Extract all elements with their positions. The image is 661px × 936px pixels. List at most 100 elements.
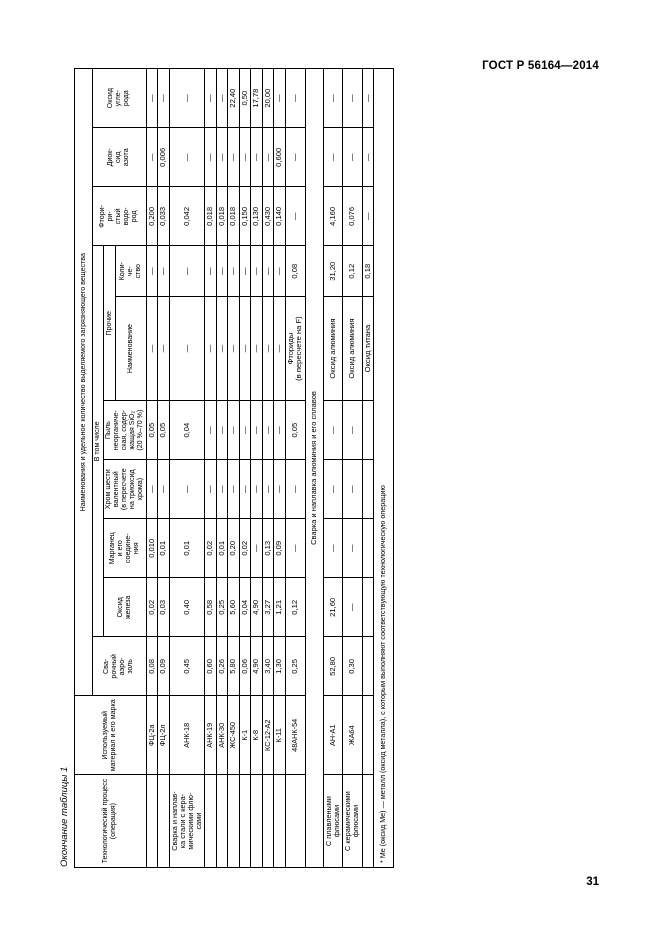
cell-welding-aerosol: 0,30 <box>342 636 362 696</box>
cell-fluoride: — <box>362 186 374 246</box>
cell-fluoride: 0,076 <box>342 186 362 246</box>
table-section-label: Сварка и наплавка алюминия и его сплавов <box>305 68 324 868</box>
cell-fluoride: 0,018 <box>216 186 228 246</box>
cell-iron-oxide: 4,90 <box>250 577 263 637</box>
cell-other-qty: — <box>216 245 228 297</box>
cell-manganese <box>362 518 374 578</box>
cell-material: К-8 <box>250 695 263 775</box>
cell-manganese: 0,09 <box>273 518 286 578</box>
table-body: ФЦ-2а 0,08 0,02 0,010—0,05— —0,200— — ФЦ-2л 0,0… <box>146 68 394 868</box>
cell-material: АНК-30 <box>216 695 228 775</box>
cell-carbon-oxide: 17,78 <box>250 68 263 128</box>
cell-other-name: — <box>250 296 263 401</box>
cell-process <box>362 774 374 868</box>
cell-nitrogen-dioxide: — <box>204 127 217 187</box>
cell-nitrogen-dioxide: — <box>169 127 205 187</box>
cell-iron-oxide: — <box>342 577 362 637</box>
cell-other-qty: — <box>262 245 274 297</box>
table-row: КС-12-А2 3,40 3,27 0,13— — — —0,430—20,00 <box>262 68 274 868</box>
header-group-title: Наименования и удельное количество выдел… <box>74 68 93 696</box>
table-row: АНК-30 0,26 0,25 0,01— — — —0,018— — <box>216 68 228 868</box>
cell-carbon-oxide: 20,00 <box>262 68 274 128</box>
cell-manganese: 0,20 <box>227 518 240 578</box>
cell-process <box>146 774 158 868</box>
cell-fluoride: 0,018 <box>204 186 217 246</box>
cell-dust: 0,04 <box>169 400 205 460</box>
cell-dust: — <box>323 400 343 460</box>
cell-welding-aerosol: 0,08 <box>146 636 158 696</box>
cell-other-qty: — <box>169 245 205 297</box>
cell-iron-oxide: 0,02 <box>146 577 158 637</box>
cell-other-name: — <box>169 296 205 401</box>
cell-iron-oxide <box>362 577 374 637</box>
cell-process <box>285 774 306 868</box>
table-row: ЖС-450 5,80 5,60 0,20— — — —0,018—22,40 <box>227 68 240 868</box>
cell-other-qty: 0,18 <box>362 245 374 297</box>
table-row: С керамическими флюсами ЖА64 0,30— — — — Оксид… <box>342 68 362 868</box>
cell-manganese: 0,01 <box>169 518 205 578</box>
table-row: Сварка и наплав- ка стали с кера- мическ… <box>169 68 205 868</box>
table-footnote-row: * Me (оксид Me) — металл (оксид металла)… <box>373 68 394 868</box>
cell-dust <box>362 400 374 460</box>
cell-process <box>204 774 217 868</box>
cell-iron-oxide: 0,03 <box>157 577 170 637</box>
cell-fluoride: 0,150 <box>239 186 251 246</box>
cell-other-qty: 0,12 <box>342 245 362 297</box>
cell-process <box>216 774 228 868</box>
cell-process: С плавлеными флюсами <box>323 774 343 868</box>
cell-chrome: — <box>227 459 240 519</box>
cell-welding-aerosol: 4,90 <box>250 636 263 696</box>
rotated-table-region: Окончание таблицы 1 Технологический проц… <box>58 68 574 868</box>
cell-welding-aerosol: 3,40 <box>262 636 274 696</box>
cell-dust: — <box>227 400 240 460</box>
cell-fluoride: 4,160 <box>323 186 343 246</box>
cell-fluoride: — <box>285 186 306 246</box>
cell-fluoride: 0,430 <box>262 186 274 246</box>
cell-carbon-oxide: — <box>273 68 286 128</box>
table-row: Оксид титана 0,18— — — <box>362 68 374 868</box>
cell-iron-oxide: 5,60 <box>227 577 240 637</box>
header-fluoride: Фтори- ри- стый водо- род <box>92 186 147 246</box>
running-head: ГОСТ Р 56164—2014 <box>482 60 599 72</box>
cell-fluoride: 0,130 <box>250 186 263 246</box>
cell-welding-aerosol: 0,45 <box>169 636 205 696</box>
cell-other-name: Фториды (в пересчете на F) <box>285 296 306 401</box>
cell-iron-oxide: 1,21 <box>273 577 286 637</box>
cell-chrome: — <box>342 459 362 519</box>
cell-other-qty: — <box>273 245 286 297</box>
table-row: К-8 4,90 4,90— — — — —0,130—17,78 <box>250 68 263 868</box>
cell-chrome: — <box>169 459 205 519</box>
cell-other-name: — <box>157 296 170 401</box>
cell-dust: — <box>342 400 362 460</box>
cell-chrome: — <box>273 459 286 519</box>
cell-other-qty: 0,08 <box>285 245 306 297</box>
header-dust: Пыль неорганиче- ская, содер- жащая SiO₂… <box>103 400 147 460</box>
cell-chrome: — <box>239 459 251 519</box>
cell-nitrogen-dioxide: — <box>146 127 158 187</box>
table-row: АНК-19 0,60 0,58 0,02— — — —0,018— — <box>204 68 217 868</box>
cell-other-name: — <box>273 296 286 401</box>
cell-other-name: Оксид алюминия <box>342 296 362 401</box>
cell-fluoride: 0,140 <box>273 186 286 246</box>
cell-fluoride: 0,042 <box>169 186 205 246</box>
table-row: 48АНК-54 0,25 0,12— —0,05 Фториды (в пересче… <box>285 68 306 868</box>
cell-nitrogen-dioxide: — <box>216 127 228 187</box>
cell-welding-aerosol: 0,26 <box>216 636 228 696</box>
cell-dust: — <box>250 400 263 460</box>
cell-manganese: 0,02 <box>204 518 217 578</box>
header-process: Технологический процесс (операция) <box>74 774 147 868</box>
cell-carbon-oxide: — <box>216 68 228 128</box>
cell-dust: — <box>273 400 286 460</box>
table-row: С плавлеными флюсами АН-А1 52,80 21,60— — — Ок… <box>323 68 343 868</box>
cell-manganese: — <box>285 518 306 578</box>
header-other-qty: Коли- че- ство <box>115 245 147 297</box>
cell-welding-aerosol: 0,06 <box>239 636 251 696</box>
cell-material: АН-А1 <box>323 695 343 775</box>
cell-process <box>262 774 274 868</box>
cell-nitrogen-dioxide: 0,600 <box>273 127 286 187</box>
cell-iron-oxide: 0,04 <box>239 577 251 637</box>
cell-manganese: — <box>250 518 263 578</box>
cell-dust: — <box>204 400 217 460</box>
cell-material: АНК-18 <box>169 695 205 775</box>
